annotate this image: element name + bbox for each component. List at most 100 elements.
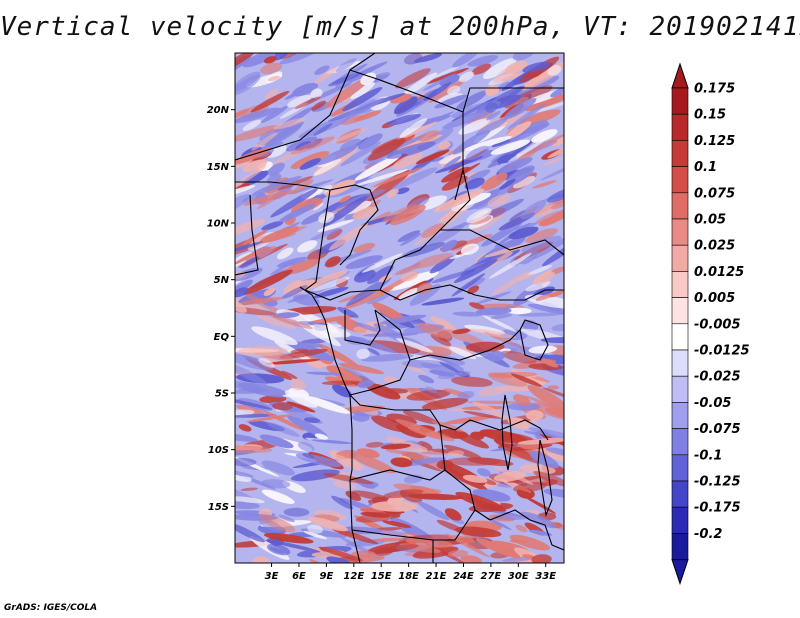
boundary-line	[439, 424, 491, 521]
colorbar-swatch	[671, 480, 689, 508]
field-patch	[237, 297, 284, 305]
velocity-field	[235, 53, 564, 563]
field-patch	[242, 53, 279, 68]
field-patch	[353, 110, 382, 122]
field-patch	[547, 65, 562, 76]
field-patch	[340, 141, 381, 167]
lon-tick-label: 27E	[481, 571, 502, 582]
field-patch	[326, 556, 355, 563]
field-patch	[235, 413, 277, 418]
field-patch	[235, 74, 261, 96]
boundary-line	[349, 394, 549, 441]
field-patch	[259, 434, 294, 449]
field-patch	[465, 169, 491, 183]
colorbar-label: -0.1	[694, 448, 722, 463]
field-patch	[504, 98, 537, 120]
field-patch	[452, 129, 491, 155]
field-patch	[471, 213, 504, 234]
lat-tick-label: 15N	[207, 162, 230, 173]
field-patch	[235, 432, 258, 442]
field-patch	[430, 316, 457, 332]
field-patch	[519, 133, 564, 158]
field-patch	[317, 343, 359, 367]
field-patch	[250, 90, 290, 113]
colorbar-label: 0.1	[694, 160, 717, 175]
field-patches	[235, 53, 564, 563]
lon-tick-label: 33E	[535, 571, 556, 582]
field-patch	[339, 138, 362, 152]
field-patch	[418, 130, 440, 142]
field-patch	[519, 250, 538, 265]
field-patch	[265, 359, 321, 365]
field-patch	[314, 67, 338, 84]
field-patch	[263, 287, 276, 297]
field-patch	[443, 156, 462, 169]
colorbar-swatch	[671, 533, 689, 560]
field-patch	[363, 332, 419, 337]
field-patch	[361, 253, 403, 273]
field-patch	[540, 337, 564, 344]
field-patch	[280, 370, 298, 380]
field-patch	[352, 206, 379, 220]
field-patch	[360, 511, 390, 518]
field-patch	[522, 554, 535, 559]
field-patch	[235, 501, 261, 510]
colorbar-swatch	[671, 140, 689, 167]
field-patch	[308, 516, 349, 532]
field-patch	[278, 514, 295, 523]
field-patch	[367, 265, 394, 284]
field-patch	[282, 393, 308, 398]
boundary-line	[433, 509, 476, 541]
plot-title: Vertical velocity [m/s] at 200hPa, VT: 2…	[0, 12, 800, 42]
lat-tick-label: EQ	[214, 332, 230, 343]
field-patch	[525, 410, 544, 421]
field-patch	[441, 415, 495, 425]
lon-tick-label: 12E	[343, 571, 364, 582]
boundary-line	[440, 229, 564, 256]
field-patch	[361, 353, 414, 362]
field-patch	[287, 94, 312, 108]
field-patch	[525, 92, 564, 112]
field-patch	[509, 534, 551, 551]
field-patch	[462, 474, 488, 483]
field-patch	[283, 507, 310, 517]
field-patch	[270, 188, 319, 218]
field-patch	[353, 242, 376, 253]
lat-tick-label: 20N	[207, 105, 230, 116]
field-patch	[460, 555, 482, 563]
field-patch	[421, 111, 455, 127]
field-patch	[235, 362, 268, 386]
colorbar-label: 0.005	[694, 291, 735, 306]
field-patch	[452, 53, 480, 68]
field-patch	[440, 239, 458, 253]
field-patch	[346, 276, 392, 306]
field-patch	[551, 266, 564, 275]
boundary-line	[489, 509, 564, 551]
lake-outline	[519, 319, 549, 361]
field-patch	[252, 175, 302, 196]
field-patch	[431, 156, 445, 162]
field-patch	[372, 167, 424, 188]
field-patch	[447, 549, 469, 558]
field-patch	[435, 155, 484, 174]
field-patch	[235, 445, 273, 454]
field-patch	[303, 530, 328, 540]
field-patch	[482, 57, 517, 80]
grads-credit: GrADS: IGES/COLA	[4, 603, 98, 613]
field-patch	[270, 315, 313, 329]
field-patch	[301, 395, 351, 414]
field-patch	[504, 85, 553, 109]
field-patch	[428, 79, 466, 103]
field-patch	[339, 362, 385, 375]
field-patch	[313, 158, 342, 176]
field-patch	[290, 378, 306, 391]
field-patch	[409, 284, 441, 306]
field-patch	[464, 177, 485, 190]
field-patch	[418, 374, 435, 384]
lat-tick-label: 5S	[215, 389, 229, 400]
lon-tick-label: 18E	[398, 571, 419, 582]
field-patch	[431, 269, 476, 284]
field-patch	[528, 345, 558, 354]
colorbar: 0.175 0.15 0.125 0.1 0.075 0.05 0.025 0.0125 0.0…	[671, 62, 750, 586]
